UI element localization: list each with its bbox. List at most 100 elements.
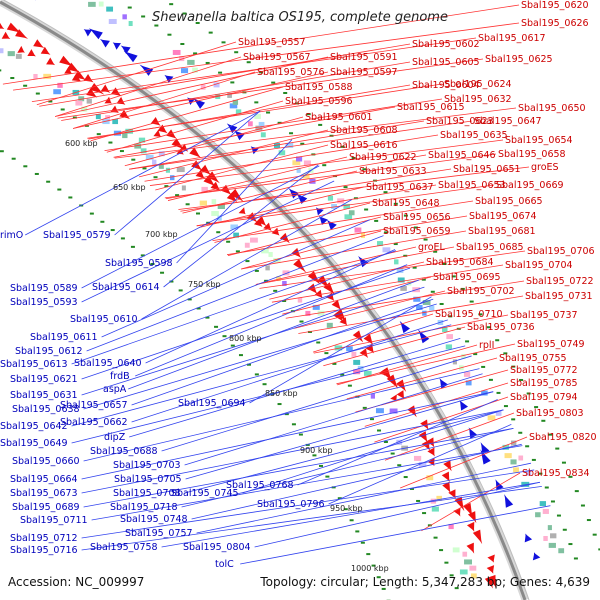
kbp-tick-label: 900 kbp (300, 446, 333, 455)
reverse-gene-label: Sbal195_0579 (43, 230, 111, 241)
cog-box (98, 1, 104, 7)
cog-box (258, 121, 265, 127)
cog-box (0, 48, 4, 54)
forward-gene-label: Sbal195_0615 (397, 102, 465, 113)
forward-label-connector (139, 129, 329, 178)
accession-text: Accession: NC_009997 (8, 575, 145, 589)
forward-gene-label: Sbal195_0722 (526, 276, 594, 287)
cog-box (413, 455, 422, 461)
reverse-gene-arrow (524, 533, 533, 543)
reverse-gene-label: dipZ (104, 432, 126, 443)
forward-gene-arrow (466, 542, 475, 554)
cog-box (260, 132, 266, 138)
cog-box (15, 53, 22, 59)
gc-dot (550, 500, 555, 503)
reverse-gene-label: Sbal195_0694 (178, 398, 246, 409)
forward-gene-arrow (293, 258, 307, 273)
gc-dot (110, 229, 115, 232)
gc-dot (486, 326, 491, 329)
cog-box (297, 297, 303, 303)
gc-dot (376, 576, 381, 579)
gc-dot (273, 289, 278, 292)
cog-box (422, 300, 431, 306)
forward-label-connector (400, 436, 528, 489)
gc-dot (23, 165, 28, 168)
reverse-gene-label: Sbal195_0593 (10, 297, 78, 308)
forward-gene-label: Sbal195_0737 (510, 310, 578, 321)
forward-gene-label: Sbal195_0637 (366, 182, 434, 193)
forward-label-connector (196, 184, 495, 227)
forward-gene-arrow (27, 49, 36, 57)
reverse-gene-label: Sbal195_0673 (10, 488, 78, 499)
cog-box (108, 18, 117, 24)
gc-dot (195, 212, 200, 215)
gc-dot (433, 250, 438, 253)
cog-box (326, 322, 333, 328)
gc-dot (451, 275, 456, 278)
gc-dot (422, 512, 427, 515)
cog-box (487, 415, 496, 421)
reverse-label-connector (81, 409, 504, 494)
forward-gene-arrow (153, 129, 162, 138)
forward-gene-label: Sbal195_0794 (510, 392, 578, 403)
gc-dot (538, 472, 543, 475)
reverse-gene-arrow (459, 399, 469, 411)
gc-dot (473, 353, 478, 356)
gc-dot (0, 69, 2, 72)
kbp-tick-label: 600 kbp (65, 139, 98, 148)
gc-dot (397, 464, 402, 467)
forward-gene-arrow (331, 299, 342, 311)
forward-gene-label: Sbal195_0704 (505, 260, 573, 271)
gc-dot (131, 158, 136, 161)
forward-gene-arrow (418, 431, 428, 443)
gc-dot (277, 403, 282, 406)
gc-dot (167, 33, 172, 36)
reverse-gene-arrow (112, 42, 121, 50)
kbp-tick-label: 950 kbp (330, 504, 363, 513)
forward-gene-label: Sbal195_0785 (510, 378, 578, 389)
cog-box (235, 109, 242, 115)
reverse-gene-arrow (226, 123, 238, 134)
cog-box (354, 227, 362, 233)
forward-gene-label: groEL (418, 242, 446, 253)
gc-dot (100, 220, 105, 223)
kbp-tick-label: 800 kbp (229, 334, 262, 343)
reverse-gene-label: rimO (0, 230, 23, 241)
forward-gene-label: Sbal195_0674 (469, 211, 537, 222)
cog-box (180, 68, 189, 74)
reverse-label-connector (83, 303, 437, 410)
gc-dot (351, 156, 356, 159)
forward-gene-label: Sbal195_0576 (257, 67, 325, 78)
cog-box (465, 380, 472, 386)
cog-box (396, 267, 404, 273)
cog-box (400, 285, 407, 291)
cog-box (445, 344, 453, 350)
gc-dot (295, 102, 300, 105)
forward-label-connector (13, 22, 520, 91)
forward-gene-arrow (339, 317, 348, 326)
cog-box (282, 270, 290, 276)
reverse-gene-label: Sbal195_0662 (60, 417, 128, 428)
cog-box (495, 410, 502, 416)
forward-label-connector (241, 230, 382, 270)
cog-box (542, 508, 549, 514)
cog-box (278, 150, 286, 156)
reverse-label-connector (328, 424, 512, 505)
forward-label-connector (323, 326, 466, 367)
reverse-gene-label: Sbal195_0688 (90, 446, 158, 457)
cog-box (81, 106, 88, 112)
cog-box (348, 210, 355, 216)
cog-box (268, 251, 273, 257)
forward-gene-arrow (33, 39, 45, 49)
forward-gene-arrow (191, 160, 203, 171)
forward-label-connector (73, 71, 329, 129)
forward-gene-label: Sbal195_0749 (517, 339, 585, 350)
cog-box (446, 334, 454, 340)
gc-dot (35, 92, 40, 95)
gc-dot (534, 406, 539, 409)
forward-label-connector (298, 295, 524, 334)
forward-gene-label: Sbal195_0626 (521, 18, 589, 29)
gc-dot (503, 405, 508, 408)
gc-dot (46, 180, 51, 183)
reverse-label-connector (176, 139, 293, 264)
